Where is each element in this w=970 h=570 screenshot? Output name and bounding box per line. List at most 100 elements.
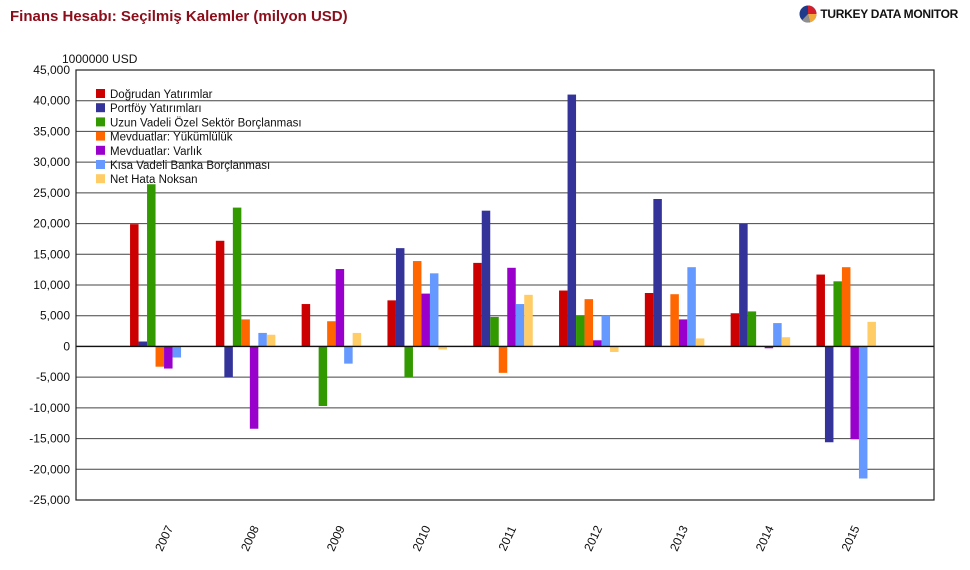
bar bbox=[438, 346, 447, 350]
bar bbox=[653, 199, 662, 347]
legend-swatch bbox=[96, 117, 105, 127]
bar bbox=[241, 319, 250, 347]
bar bbox=[473, 262, 482, 347]
bar bbox=[850, 346, 859, 440]
bar bbox=[387, 300, 396, 347]
bar bbox=[644, 292, 654, 347]
y-tick-label: -5,000 bbox=[36, 370, 70, 384]
bar bbox=[576, 315, 585, 347]
bar bbox=[215, 240, 225, 347]
bar bbox=[258, 332, 267, 347]
bar bbox=[687, 267, 696, 347]
plot-frame bbox=[75, 69, 935, 501]
bar bbox=[352, 332, 362, 347]
legend-swatch bbox=[96, 160, 105, 169]
legend-label: Uzun Vadeli Özel Sektör Borçlanması bbox=[110, 117, 302, 129]
legend-label: Mevduatlar: Varlık bbox=[110, 146, 202, 158]
legend-label: Mevduatlar: Yükümlülük bbox=[110, 132, 233, 144]
legend: Doğrudan Yatırımlar Portföy Yatırımları Uz… bbox=[96, 89, 302, 186]
y-tick-label: 20,000 bbox=[33, 217, 70, 231]
bar bbox=[224, 346, 233, 378]
bar bbox=[327, 321, 336, 347]
x-tick-label: 2007 bbox=[152, 523, 176, 553]
x-tick-label: 2008 bbox=[238, 523, 262, 553]
bar bbox=[841, 267, 851, 347]
bar bbox=[567, 94, 577, 347]
y-tick-label: 40,000 bbox=[33, 94, 70, 108]
x-tick-label: 2010 bbox=[410, 523, 434, 553]
legend-swatch bbox=[96, 131, 105, 141]
bar bbox=[601, 315, 611, 347]
bar bbox=[335, 269, 345, 347]
bar bbox=[147, 184, 156, 347]
x-tick-label: 2009 bbox=[324, 523, 348, 553]
bar bbox=[584, 299, 594, 347]
brand-logo: TURKEY DATA MONITOR bbox=[799, 5, 958, 23]
y-tick-label: 15,000 bbox=[33, 247, 70, 261]
bar bbox=[730, 313, 740, 347]
bar bbox=[824, 346, 834, 443]
x-tick-label: 2014 bbox=[753, 523, 777, 553]
bar bbox=[773, 323, 782, 347]
bar bbox=[498, 346, 508, 373]
legend-swatch bbox=[96, 145, 105, 155]
bar bbox=[130, 224, 139, 347]
bar bbox=[421, 293, 430, 347]
y-axis-unit-label: 1000000 USD bbox=[62, 52, 138, 66]
y-tick-label: -20,000 bbox=[29, 462, 70, 476]
y-tick-label: -25,000 bbox=[29, 493, 70, 507]
bar bbox=[266, 334, 276, 347]
legend-swatch bbox=[96, 89, 105, 98]
bar bbox=[318, 346, 328, 407]
bar bbox=[490, 316, 499, 347]
x-tick-label: 2013 bbox=[667, 523, 691, 553]
y-axis-ticks: 45,000 40,000 35,000 30,000 25,000 20,000 15,0… bbox=[29, 63, 70, 507]
bar bbox=[412, 261, 422, 347]
bar bbox=[481, 210, 491, 347]
bar bbox=[172, 346, 182, 358]
bar bbox=[858, 346, 868, 479]
y-tick-label: -10,000 bbox=[29, 401, 70, 415]
bar bbox=[559, 290, 568, 347]
bar bbox=[515, 304, 525, 347]
pie-logo-icon bbox=[799, 5, 817, 23]
bar bbox=[429, 273, 439, 347]
x-tick-label: 2012 bbox=[581, 523, 605, 553]
y-tick-label: -15,000 bbox=[29, 432, 70, 446]
y-tick-label: 25,000 bbox=[33, 186, 70, 200]
bar bbox=[816, 274, 825, 347]
bar bbox=[833, 281, 842, 347]
y-tick-label: 35,000 bbox=[33, 124, 70, 138]
bar bbox=[524, 294, 533, 347]
bar bbox=[232, 207, 242, 347]
legend-label: Doğrudan Yatırımlar bbox=[110, 89, 213, 101]
y-tick-label: 0 bbox=[63, 339, 70, 353]
bar bbox=[249, 346, 259, 429]
bar bbox=[395, 248, 405, 347]
y-tick-label: 30,000 bbox=[33, 155, 70, 169]
bar bbox=[781, 337, 791, 347]
legend-label: Kısa Vadeli Banka Borçlanması bbox=[110, 160, 270, 172]
bar bbox=[301, 304, 311, 347]
bar bbox=[138, 341, 148, 347]
legend-label: Net Hata Noksan bbox=[110, 174, 198, 186]
bar bbox=[344, 346, 353, 364]
bar bbox=[867, 321, 876, 347]
brand-name: TURKEY DATA MONITOR bbox=[820, 7, 958, 21]
bar bbox=[695, 338, 705, 347]
bar bbox=[670, 294, 679, 347]
chart-title: Finans Hesabı: Seçilmiş Kalemler (milyon… bbox=[10, 8, 348, 25]
bar bbox=[610, 346, 619, 352]
bar bbox=[404, 346, 413, 378]
y-tick-label: 5,000 bbox=[40, 309, 70, 323]
bar bbox=[678, 319, 688, 347]
bar bbox=[747, 311, 757, 347]
bar bbox=[155, 346, 165, 367]
x-axis-ticks: 2007 2008 2009 2010 2011 2012 2013 2014 2015 bbox=[152, 523, 863, 553]
y-tick-label: 45,000 bbox=[33, 63, 70, 77]
x-tick-label: 2015 bbox=[839, 523, 863, 553]
bars bbox=[130, 94, 876, 479]
bar bbox=[164, 346, 173, 369]
bar bbox=[593, 340, 602, 347]
